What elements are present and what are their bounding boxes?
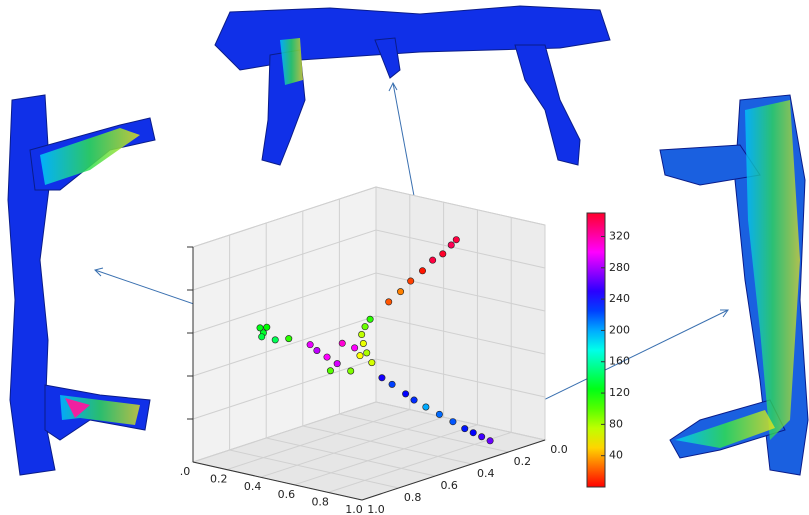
x-tick-label: 0.8 bbox=[311, 495, 329, 508]
colorbar-tick-label: 320 bbox=[609, 229, 630, 242]
point bbox=[487, 438, 493, 444]
point bbox=[360, 340, 366, 346]
point bbox=[334, 360, 340, 366]
point bbox=[259, 334, 265, 340]
pane bbox=[376, 187, 545, 440]
axes-3d: .0 0.2 0.4 0.6 0.8 1.0 1.0 0.8 0.6 0.4 0.2 0.0 bbox=[180, 187, 568, 515]
colorbar-tick-label: 280 bbox=[609, 261, 630, 274]
point bbox=[364, 350, 370, 356]
point bbox=[272, 337, 278, 343]
point bbox=[423, 404, 429, 410]
point bbox=[397, 288, 403, 294]
point bbox=[429, 257, 435, 263]
point bbox=[367, 316, 373, 322]
y-tick-label: 1.0 bbox=[367, 503, 385, 515]
colorbar-tick-label: 80 bbox=[609, 417, 623, 430]
point bbox=[419, 268, 425, 274]
colorbar: 40 80 120 160 200 240 280 320 bbox=[587, 213, 630, 487]
point bbox=[351, 345, 357, 351]
point bbox=[286, 335, 292, 341]
point bbox=[440, 251, 446, 257]
point bbox=[411, 397, 417, 403]
colorbar-tick-label: 240 bbox=[609, 292, 630, 305]
x-tick-label: 0.2 bbox=[210, 473, 228, 486]
point bbox=[453, 237, 459, 243]
point bbox=[357, 352, 363, 358]
page: {"chart_data": {"type": "scatter3d", "x"… bbox=[0, 0, 809, 515]
colorbar-tick-label: 160 bbox=[609, 355, 630, 368]
y-tick-label: 0.0 bbox=[550, 443, 568, 456]
point bbox=[314, 347, 320, 353]
x-tick-label: 1.0 bbox=[345, 503, 363, 515]
point bbox=[436, 411, 442, 417]
point bbox=[450, 418, 456, 424]
point bbox=[348, 368, 354, 374]
point bbox=[470, 430, 476, 436]
point bbox=[369, 359, 375, 365]
y-tick-label: 0.2 bbox=[514, 455, 532, 468]
point bbox=[407, 278, 413, 284]
point bbox=[324, 354, 330, 360]
colorbar-fill bbox=[587, 213, 605, 487]
point bbox=[264, 324, 270, 330]
colorbar-tick-label: 40 bbox=[609, 449, 623, 462]
mesh-top bbox=[215, 6, 610, 165]
point bbox=[379, 375, 385, 381]
y-tick-label: 0.4 bbox=[477, 467, 495, 480]
point bbox=[362, 323, 368, 329]
x-tick-label: 0.6 bbox=[278, 488, 296, 501]
point bbox=[478, 434, 484, 440]
point bbox=[462, 425, 468, 431]
point bbox=[402, 391, 408, 397]
colorbar-tick-label: 120 bbox=[609, 386, 630, 399]
y-tick-label: 0.8 bbox=[404, 491, 422, 504]
x-tick-label: .0 bbox=[180, 465, 191, 478]
point bbox=[358, 331, 364, 337]
x-tick-label: 0.4 bbox=[244, 480, 262, 493]
point bbox=[448, 242, 454, 248]
colorbar-tick-label: 200 bbox=[609, 323, 630, 336]
point bbox=[307, 341, 313, 347]
point bbox=[327, 368, 333, 374]
figure: .0 0.2 0.4 0.6 0.8 1.0 1.0 0.8 0.6 0.4 0.2 0.0 40 80… bbox=[0, 0, 809, 515]
point bbox=[389, 381, 395, 387]
y-tick-label: 0.6 bbox=[440, 479, 458, 492]
point bbox=[339, 340, 345, 346]
point bbox=[386, 299, 392, 305]
